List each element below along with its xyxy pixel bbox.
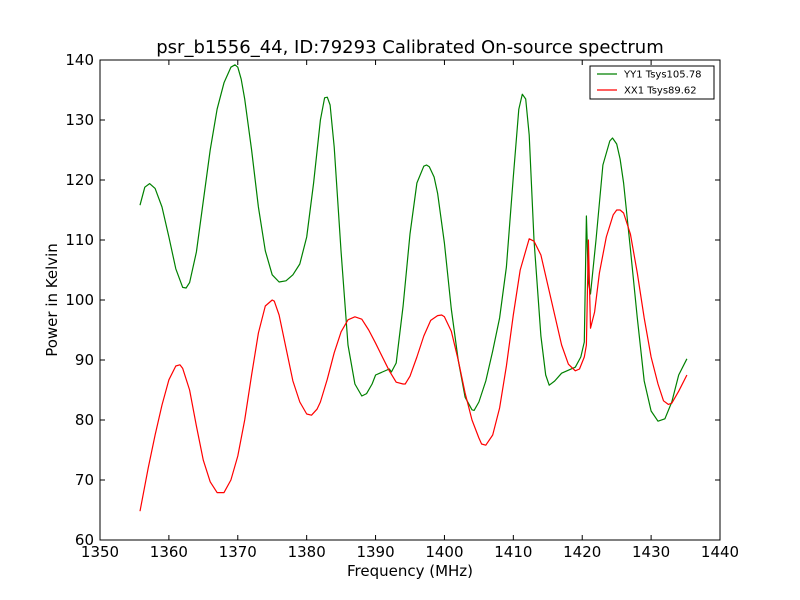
y-tick-label: 110 [65,231,94,249]
x-tick-label: 1360 [150,543,188,561]
y-tick-label: 80 [75,411,94,429]
y-tick-label: 60 [75,531,94,549]
y-tick-label: 130 [65,111,94,129]
legend: YY1 Tsys105.78 XX1 Tsys89.62 [589,65,715,100]
plot-area [139,64,688,512]
legend-label-yy1: YY1 Tsys105.78 [623,70,702,81]
legend-label-xx1: XX1 Tsys89.62 [624,86,697,97]
x-tick-label: 1350 [81,543,119,561]
x-tick-label: 1420 [563,543,601,561]
x-tick-label: 1380 [288,543,326,561]
x-tick-label: 1400 [425,543,463,561]
series-line-xx1 [139,209,688,512]
y-tick-label: 140 [65,51,94,69]
y-axis-title: Power in Kelvin [43,243,61,357]
y-tick-label: 100 [65,291,94,309]
chart-title: psr_b1556_44, ID:79293 Calibrated On-sou… [156,37,663,58]
legend-box [589,65,715,100]
axis-ticks: 1350 1360 1370 1380 1390 1400 1410 1420 1430 1440… [65,51,739,561]
y-tick-label: 70 [75,471,94,489]
x-axis-title: Frequency (MHz) [347,562,473,580]
x-tick-label: 1430 [632,543,670,561]
x-tick-label: 1370 [219,543,257,561]
x-tick-label: 1440 [701,543,739,561]
x-tick-label: 1410 [494,543,532,561]
plot-frame [99,59,721,541]
x-tick-label: 1390 [356,543,394,561]
y-tick-label: 120 [65,171,94,189]
y-tick-label: 90 [75,351,94,369]
